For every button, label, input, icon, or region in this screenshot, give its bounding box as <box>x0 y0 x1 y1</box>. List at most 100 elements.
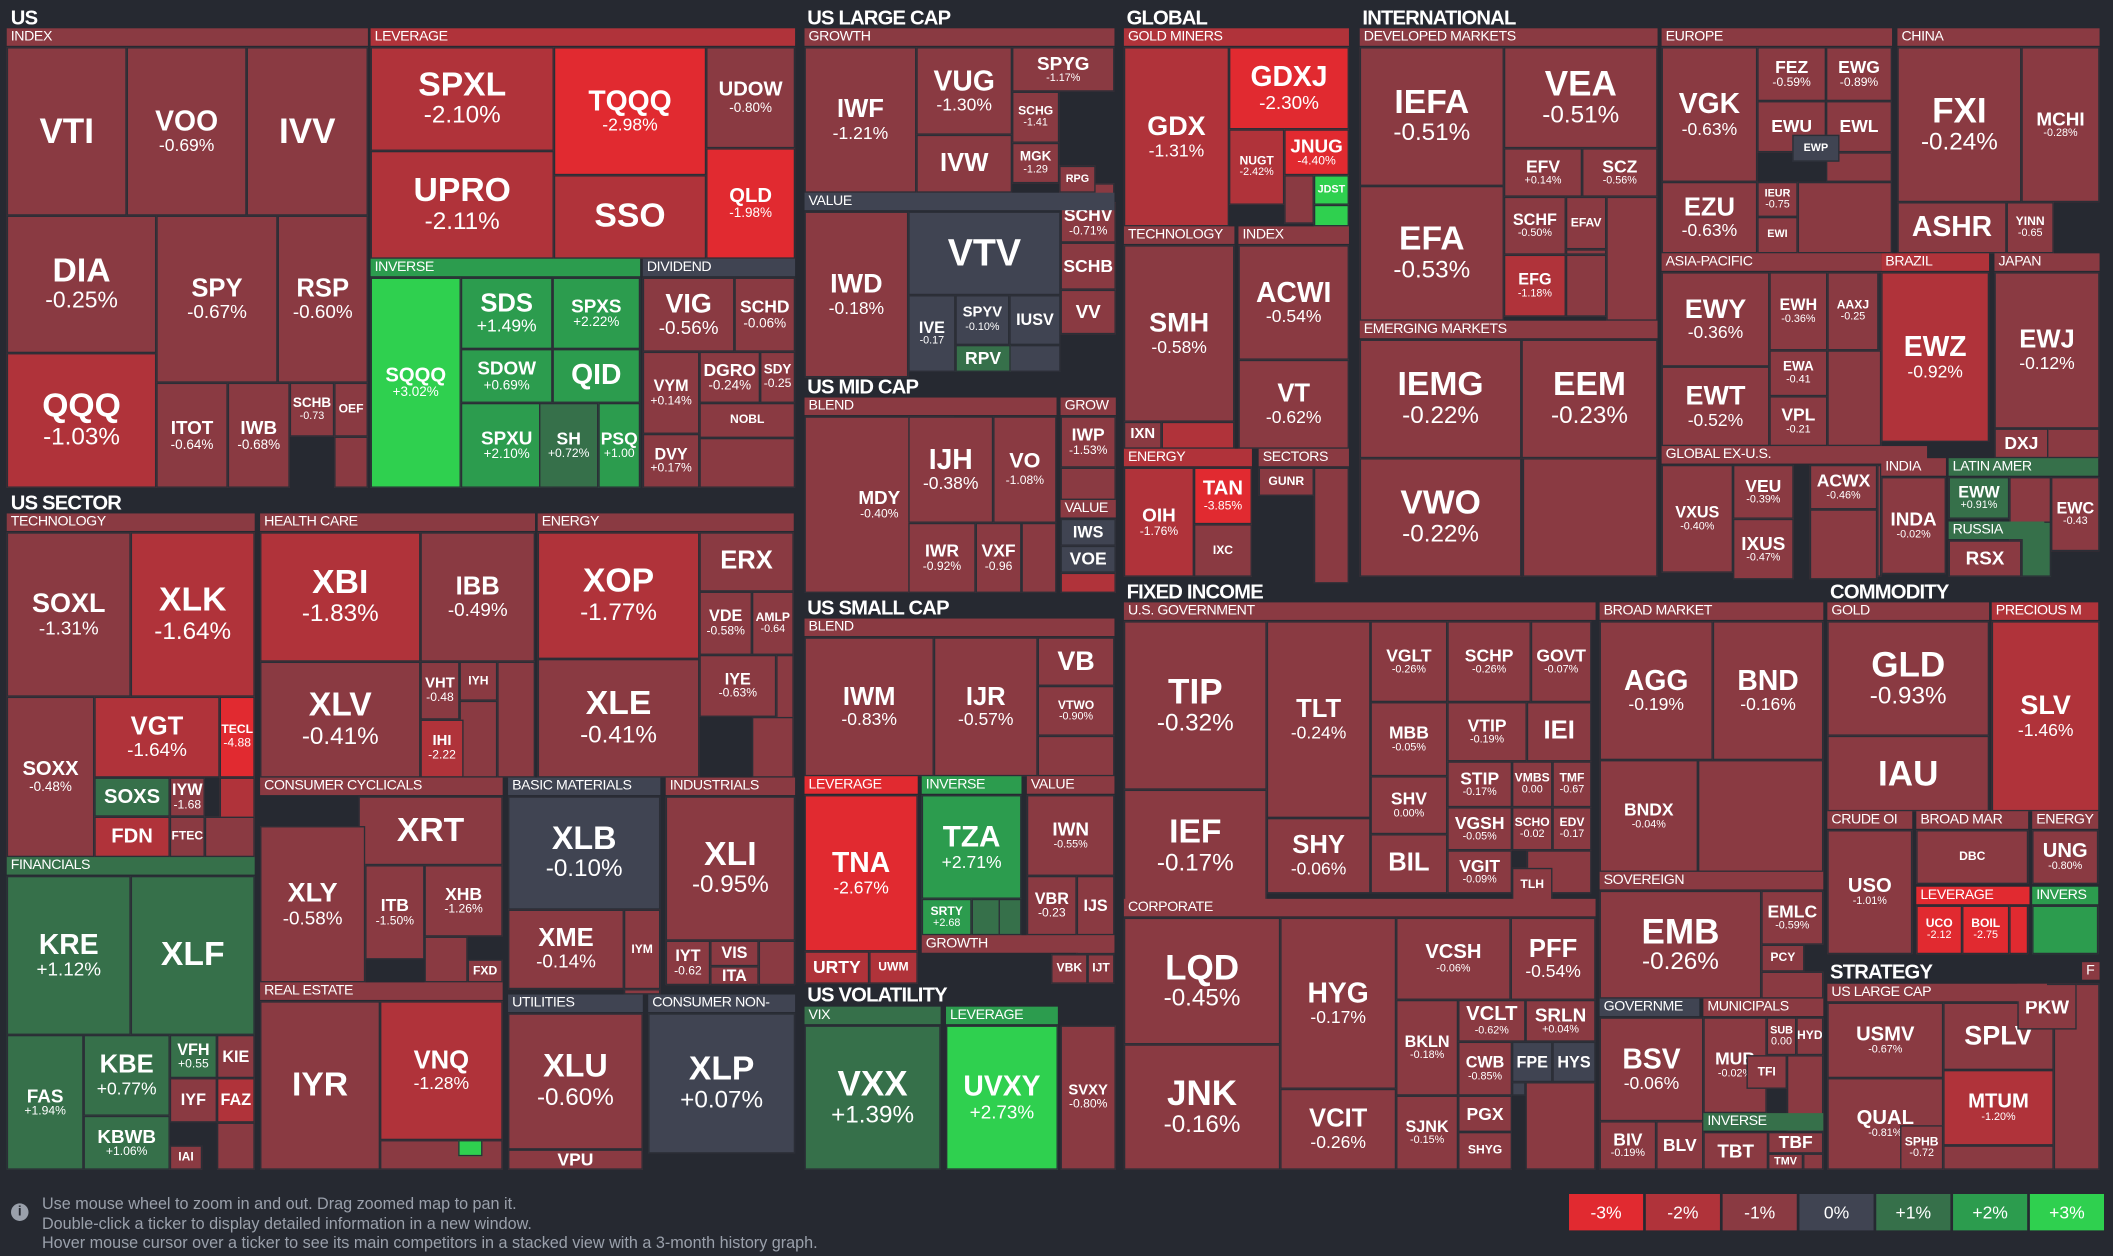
ticker-tile-hyd[interactable]: HYD <box>1796 1017 1824 1056</box>
ticker-tile-ixus[interactable]: IXUS -0.47% <box>1733 518 1794 580</box>
ticker-tile-xlb[interactable]: XLB -0.10% <box>508 796 661 910</box>
ticker-tile-spxu[interactable]: SPXU +2.10% <box>460 402 553 488</box>
ticker-tile-vt[interactable]: VT -0.62% <box>1238 359 1349 449</box>
ticker-tile-faz[interactable]: FAZ <box>216 1078 255 1123</box>
ticker-tile-sdow[interactable]: SDOW +0.69% <box>460 349 553 403</box>
ticker-tile-tqqq[interactable]: TQQQ -2.98% <box>553 47 707 176</box>
ticker-tile-kie[interactable]: KIE <box>216 1034 255 1079</box>
ticker-tile-vcit[interactable]: VCIT -0.26% <box>1280 1088 1397 1170</box>
ticker-tile-sh[interactable]: SH +0.72% <box>539 402 599 488</box>
ticker-tile-gunr[interactable]: GUNR <box>1258 467 1314 496</box>
ticker-tile-sub[interactable]: SUB 0.00 <box>1766 1017 1797 1056</box>
ticker-tile-vmbs[interactable]: VMBS 0.00 <box>1512 761 1553 808</box>
ticker-tile-nugt[interactable]: NUGT -2.42% <box>1229 129 1285 205</box>
ticker-tile-dgro[interactable]: DGRO -0.24% <box>699 351 761 403</box>
ticker-tile-vcsh[interactable]: VCSH -0.06% <box>1396 917 1511 1000</box>
ticker-tile-fxd[interactable]: FXD <box>467 959 503 983</box>
ticker-tile-soxx[interactable]: SOXX -0.48% <box>6 696 95 858</box>
ticker-tile-blv[interactable]: BLV <box>1656 1121 1704 1170</box>
ticker-tile-fdn[interactable]: FDN <box>94 816 170 858</box>
ticker-tile-shy[interactable]: SHY -0.06% <box>1266 817 1371 894</box>
ticker-tile-iyw[interactable]: IYW -1.68 <box>169 777 205 817</box>
ticker-tile-tmf[interactable]: TMF -0.67 <box>1552 761 1592 808</box>
ticker-tile-fas[interactable]: FAS +1.94% <box>6 1034 84 1170</box>
ticker-tile-tbf[interactable]: TBF <box>1768 1131 1824 1154</box>
legend-swatch[interactable]: +1% <box>1875 1193 1950 1231</box>
ticker-tile-sqqq[interactable]: SQQQ +3.02% <box>370 277 461 488</box>
ticker-tile-vo[interactable]: VO -1.08% <box>993 416 1057 523</box>
ticker-tile-vtv[interactable]: VTV <box>908 211 1061 296</box>
ticker-tile-scz[interactable]: SCZ -0.56% <box>1582 148 1658 197</box>
ticker-tile-ijt[interactable]: IJT <box>1087 954 1115 984</box>
ticker-tile-hys[interactable]: HYS <box>1552 1041 1596 1083</box>
ticker-tile-fpe[interactable]: FPE <box>1512 1041 1553 1083</box>
ticker-tile-vde[interactable]: VDE -0.58% <box>699 591 752 655</box>
ticker-tile-iwn[interactable]: IWN -0.55% <box>1026 795 1115 876</box>
ticker-tile-amlp[interactable]: AMLP -0.64 <box>751 591 794 655</box>
ticker-tile-sphb[interactable]: SPHB -0.72 <box>1900 1125 1944 1170</box>
ticker-tile-spxl[interactable]: SPXL -2.10% <box>370 47 554 151</box>
ticker-tile-acwi[interactable]: ACWI -0.54% <box>1238 245 1349 360</box>
ticker-tile-vgit[interactable]: VGIT -0.09% <box>1447 850 1513 894</box>
legend-swatch[interactable]: -1% <box>1722 1193 1797 1231</box>
ticker-tile-pcy[interactable]: PCY <box>1761 944 1805 972</box>
ticker-tile-ita[interactable]: ITA <box>710 966 759 986</box>
ticker-tile-vea[interactable]: VEA -0.51% <box>1503 47 1658 149</box>
ticker-tile-mtum[interactable]: MTUM -1.20% <box>1943 1069 2054 1146</box>
ticker-tile-vbr[interactable]: VBR -0.23 <box>1026 875 1077 936</box>
ticker-tile-vtwo[interactable]: VTWO -0.90% <box>1037 685 1115 736</box>
ticker-tile-biv[interactable]: BIV -0.19% <box>1599 1121 1657 1170</box>
ticker-tile-schd[interactable]: SCHD -0.06% <box>734 277 796 352</box>
ticker-tile-aaxj[interactable]: AAXJ -0.25 <box>1827 272 1879 351</box>
ticker-tile-soxs[interactable]: SOXS <box>94 777 170 817</box>
ticker-tile-xlp[interactable]: XLP +0.07% <box>648 1013 796 1154</box>
ticker-tile-jnk[interactable]: JNK -0.16% <box>1123 1044 1281 1170</box>
ticker-tile-ewt[interactable]: EWT -0.52% <box>1661 366 1770 447</box>
ticker-tile-oih[interactable]: OIH -1.76% <box>1123 467 1194 577</box>
ticker-tile-sjnk[interactable]: SJNK -0.15% <box>1396 1095 1459 1170</box>
ticker-tile-ijh[interactable]: IJH -0.38% <box>908 416 994 523</box>
ticker-tile-ixc[interactable]: IXC <box>1193 524 1252 577</box>
ticker-tile-veu[interactable]: VEU -0.39% <box>1733 464 1794 519</box>
ticker-tile-uco[interactable]: UCO -2.12 <box>1916 905 1963 955</box>
ticker-tile-hyg[interactable]: HYG -0.17% <box>1280 917 1397 1089</box>
ticker-tile-ivv[interactable]: IVV <box>246 47 368 216</box>
ticker-tile-iwr[interactable]: IWR -0.92% <box>908 522 976 593</box>
ticker-tile-iyr[interactable]: IYR <box>260 1001 381 1170</box>
ticker-tile-qqq[interactable]: QQQ -1.03% <box>6 353 157 488</box>
ticker-tile-gdx[interactable]: GDX -1.31% <box>1123 47 1230 227</box>
ticker-tile-tlh[interactable]: TLH <box>1512 867 1553 902</box>
ticker-tile-xhb[interactable]: XHB -1.26% <box>424 865 503 937</box>
ticker-tile-emlc[interactable]: EMLC -0.59% <box>1761 890 1824 945</box>
ticker-tile-mbb[interactable]: MBB -0.05% <box>1370 702 1448 777</box>
ticker-tile-tmv[interactable]: TMV <box>1768 1153 1804 1170</box>
ticker-tile-vym[interactable]: VYM +0.14% <box>642 351 700 434</box>
ticker-tile-xli[interactable]: XLI -0.95% <box>665 796 796 941</box>
ticker-tile-iyf[interactable]: IYF <box>169 1078 217 1123</box>
ticker-tile-spxs[interactable]: SPXS +2.22% <box>552 277 641 350</box>
ticker-tile-bndx[interactable]: BNDX -0.04% <box>1599 760 1698 872</box>
legend-swatch[interactable]: -2% <box>1645 1193 1720 1231</box>
ticker-tile-ung[interactable]: UNG -0.80% <box>2032 830 2099 885</box>
ticker-tile-emb[interactable]: EMB -0.26% <box>1599 890 1762 999</box>
ticker-tile-rpg[interactable]: RPG <box>1059 165 1096 193</box>
ticker-tile-xbi[interactable]: XBI -1.83% <box>260 532 421 662</box>
ticker-tile-tbt[interactable]: TBT <box>1703 1131 1769 1170</box>
ticker-tile-tza[interactable]: TZA +2.71% <box>921 795 1022 899</box>
ticker-tile-iyh[interactable]: IYH <box>459 661 498 701</box>
ticker-tile-voo[interactable]: VOO -0.69% <box>126 47 247 216</box>
ticker-tile-vwo[interactable]: VWO -0.22% <box>1359 458 1522 577</box>
ticker-tile-vgk[interactable]: VGK -0.63% <box>1661 47 1758 182</box>
legend-swatch[interactable]: +3% <box>2029 1193 2104 1231</box>
ticker-tile-iye[interactable]: IYE -0.63% <box>699 654 777 717</box>
ticker-tile-vxx[interactable]: VXX +1.39% <box>804 1025 941 1170</box>
ticker-tile-rpv[interactable]: RPV <box>955 344 1011 372</box>
ticker-tile-iemg[interactable]: IEMG -0.22% <box>1359 339 1522 459</box>
ticker-tile-sds[interactable]: SDS +1.49% <box>460 277 553 350</box>
legend-swatch[interactable]: 0% <box>1799 1193 1874 1231</box>
ticker-tile-eww[interactable]: EWW +0.91% <box>1948 477 2010 519</box>
ticker-tile-tip[interactable]: TIP -0.32% <box>1123 621 1267 790</box>
ticker-tile-sso[interactable]: SSO <box>553 175 707 259</box>
ticker-tile-kbwb[interactable]: KBWB +1.06% <box>83 1115 170 1170</box>
ticker-tile-vpu[interactable]: VPU <box>508 1149 643 1170</box>
